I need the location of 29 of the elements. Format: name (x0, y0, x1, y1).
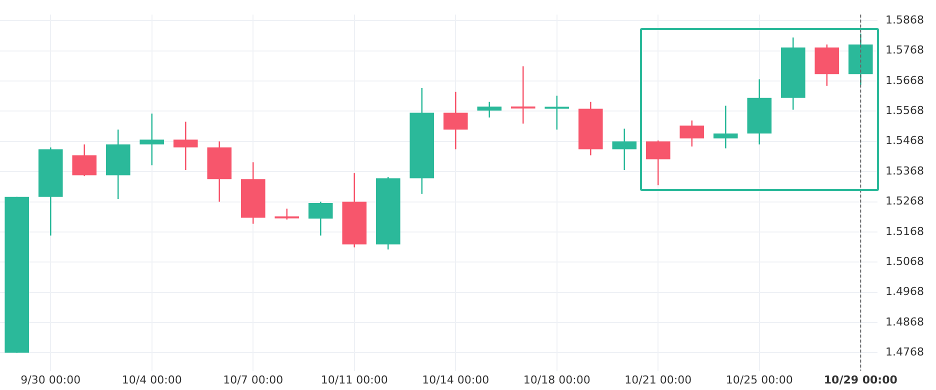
candlestick (477, 101, 502, 118)
y-tick-label: 1.5668 (886, 74, 924, 87)
candlestick (274, 208, 300, 220)
candlestick (140, 112, 164, 166)
y-tick-label: 1.5768 (886, 44, 924, 57)
candlestick (173, 121, 198, 171)
candlestick (713, 105, 738, 149)
candlestick (544, 95, 570, 130)
x-tick-label: 10/18 00:00 (523, 373, 590, 386)
y-tick-label: 1.5168 (886, 224, 924, 238)
x-tick-label: 10/25 00:00 (726, 373, 793, 386)
y-tick-label: 1.5068 (886, 254, 924, 268)
x-tick-label: 10/4 00:00 (122, 373, 182, 386)
y-tick-label: 1.5268 (886, 194, 924, 208)
x-tick-label: 10/7 00:00 (223, 373, 284, 386)
candlestick (510, 66, 536, 124)
x-tick-label: 10/14 00:00 (422, 373, 490, 386)
x-tick-label: 10/29 00:00 (824, 373, 898, 386)
x-tick-label: 10/21 00:00 (624, 373, 692, 386)
x-tick-label: 10/11 00:00 (320, 373, 388, 386)
y-tick-label: 1.5868 (886, 13, 924, 26)
y-tick-label: 1.4868 (886, 315, 924, 328)
candlestick (612, 128, 637, 171)
y-tick-label: 1.4968 (886, 285, 924, 298)
y-tick-label: 1.4768 (886, 346, 924, 359)
y-tick-label: 1.5468 (886, 134, 924, 148)
x-tick-label: 9/30 00:00 (20, 373, 81, 386)
y-tick-label: 1.5568 (886, 104, 924, 118)
y-tick-label: 1.5368 (886, 164, 924, 178)
